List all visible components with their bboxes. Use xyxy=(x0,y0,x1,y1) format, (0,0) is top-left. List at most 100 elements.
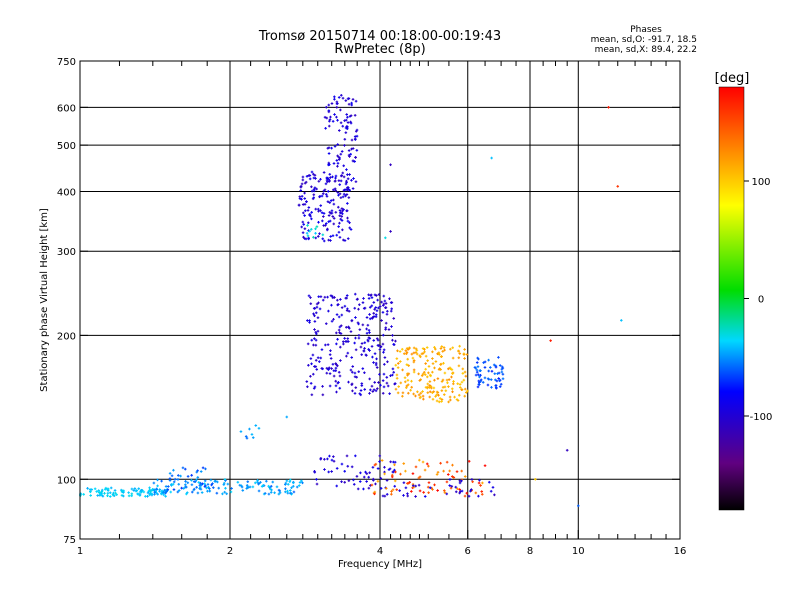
data-point xyxy=(337,225,340,228)
data-point xyxy=(190,474,193,477)
data-point xyxy=(405,363,409,366)
data-point xyxy=(405,386,408,389)
data-point xyxy=(172,488,176,491)
data-point xyxy=(308,229,311,233)
data-point xyxy=(448,484,452,487)
data-point xyxy=(357,334,361,337)
data-point xyxy=(313,470,317,474)
data-point xyxy=(416,390,419,394)
data-point xyxy=(362,349,366,353)
data-point xyxy=(347,97,351,100)
data-point xyxy=(389,460,392,464)
data-point xyxy=(399,360,402,363)
data-point xyxy=(168,472,172,475)
stats-heading: Phases xyxy=(630,25,662,35)
data-point xyxy=(338,183,342,186)
data-point xyxy=(476,385,480,389)
data-point xyxy=(322,215,325,218)
data-point xyxy=(351,159,355,163)
data-point xyxy=(170,474,174,478)
data-point xyxy=(338,129,341,132)
data-point xyxy=(389,230,392,233)
data-point xyxy=(442,361,445,365)
data-point xyxy=(498,364,502,367)
data-point xyxy=(373,381,376,384)
data-point xyxy=(361,323,365,327)
data-point xyxy=(244,435,248,438)
data-point xyxy=(620,319,623,322)
data-point xyxy=(402,494,405,497)
data-point xyxy=(412,359,416,362)
data-point xyxy=(417,476,421,480)
data-point xyxy=(199,470,203,473)
data-point xyxy=(348,226,351,230)
data-point xyxy=(179,474,182,478)
data-point xyxy=(271,480,275,484)
colorbar-tick-label: 100 xyxy=(751,177,770,188)
data-point xyxy=(414,465,418,469)
data-point xyxy=(464,391,468,394)
data-point xyxy=(498,379,501,383)
data-point xyxy=(120,494,124,497)
data-point xyxy=(315,332,318,336)
data-point xyxy=(384,236,387,240)
data-point xyxy=(431,357,434,360)
data-point xyxy=(427,365,431,368)
data-point xyxy=(286,489,289,493)
data-point xyxy=(362,475,366,479)
data-point xyxy=(180,486,183,490)
data-point xyxy=(423,347,426,351)
data-point xyxy=(319,204,323,207)
data-point xyxy=(327,152,331,155)
data-point xyxy=(328,118,332,121)
data-point xyxy=(278,491,282,495)
data-point xyxy=(284,487,287,491)
data-point xyxy=(490,386,493,389)
data-point xyxy=(196,491,200,495)
data-point xyxy=(353,114,357,117)
data-point xyxy=(306,385,309,389)
data-point xyxy=(226,482,230,486)
data-point xyxy=(350,138,354,142)
data-point xyxy=(319,209,322,212)
data-point xyxy=(391,367,395,371)
data-point xyxy=(341,340,345,343)
data-point xyxy=(313,307,317,310)
data-point xyxy=(342,175,346,179)
data-point xyxy=(460,469,463,473)
data-point xyxy=(330,209,334,213)
data-point xyxy=(462,353,466,356)
data-point xyxy=(199,487,203,491)
data-point xyxy=(382,302,386,306)
colorbar-tick-label: 0 xyxy=(758,295,764,306)
data-point xyxy=(195,470,199,474)
data-point xyxy=(325,176,329,180)
data-point xyxy=(346,216,349,220)
data-point xyxy=(335,115,338,119)
data-point xyxy=(241,489,245,492)
data-point xyxy=(607,106,610,109)
data-point xyxy=(315,482,319,486)
data-point xyxy=(270,488,273,492)
data-point xyxy=(341,171,345,175)
data-point xyxy=(303,191,306,195)
data-point xyxy=(423,350,426,354)
data-point xyxy=(467,494,471,498)
data-point xyxy=(362,487,365,491)
data-point xyxy=(422,491,425,494)
data-point xyxy=(341,209,344,213)
data-point xyxy=(393,468,396,472)
data-point xyxy=(213,479,217,483)
data-point xyxy=(424,367,427,371)
data-point xyxy=(307,174,311,177)
data-point xyxy=(369,293,373,297)
data-point xyxy=(350,179,353,182)
data-point xyxy=(327,214,331,217)
data-point xyxy=(433,483,436,487)
data-point xyxy=(344,126,348,130)
data-point xyxy=(475,370,479,374)
data-point xyxy=(305,231,309,235)
data-point xyxy=(343,469,347,473)
data-point xyxy=(332,202,336,206)
data-point xyxy=(399,472,402,476)
